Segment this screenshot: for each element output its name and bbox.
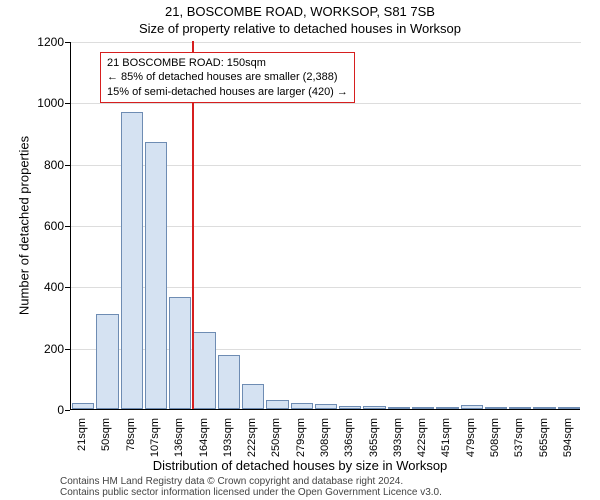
y-tick-label: 1000 <box>4 96 64 110</box>
histogram-bar <box>412 407 434 409</box>
gridline <box>71 42 581 43</box>
histogram-bar <box>291 403 313 409</box>
footer-line2: Contains public sector information licen… <box>60 487 442 498</box>
histogram-bar <box>533 407 555 409</box>
x-tick-label: 365sqm <box>368 418 380 478</box>
x-tick-label: 21sqm <box>76 418 88 478</box>
x-tick-label: 193sqm <box>222 418 234 478</box>
y-tick-mark <box>65 349 70 350</box>
y-tick-label: 1200 <box>4 35 64 49</box>
annotation-line: 21 BOSCOMBE ROAD: 150sqm <box>107 56 348 70</box>
y-tick-mark <box>65 42 70 43</box>
histogram-bar <box>436 407 458 409</box>
x-tick-label: 164sqm <box>198 418 210 478</box>
y-tick-label: 600 <box>4 219 64 233</box>
x-tick-label: 422sqm <box>416 418 428 478</box>
x-tick-label: 508sqm <box>489 418 501 478</box>
annotation-box: 21 BOSCOMBE ROAD: 150sqm← 85% of detache… <box>100 52 355 103</box>
x-tick-label: 336sqm <box>343 418 355 478</box>
histogram-bar <box>121 112 143 409</box>
y-tick-mark <box>65 226 70 227</box>
histogram-bar <box>266 400 288 409</box>
y-tick-mark <box>65 103 70 104</box>
x-tick-label: 50sqm <box>100 418 112 478</box>
page-title-address: 21, BOSCOMBE ROAD, WORKSOP, S81 7SB <box>0 4 600 19</box>
histogram-bar <box>218 355 240 409</box>
y-tick-mark <box>65 410 70 411</box>
histogram-bar <box>169 297 191 409</box>
gridline <box>71 103 581 104</box>
x-tick-label: 107sqm <box>149 418 161 478</box>
histogram-bar <box>242 384 264 409</box>
x-tick-label: 451sqm <box>440 418 452 478</box>
y-tick-label: 200 <box>4 342 64 356</box>
histogram-bar <box>96 314 118 409</box>
histogram-bar <box>145 142 167 409</box>
y-tick-mark <box>65 287 70 288</box>
histogram-bar <box>485 407 507 409</box>
y-tick-label: 400 <box>4 280 64 294</box>
y-tick-mark <box>65 165 70 166</box>
x-tick-label: 537sqm <box>513 418 525 478</box>
histogram-bar <box>509 407 531 409</box>
page-title-subject: Size of property relative to detached ho… <box>0 21 600 36</box>
x-tick-label: 594sqm <box>562 418 574 478</box>
histogram-bar <box>388 407 410 409</box>
histogram-bar <box>363 406 385 409</box>
annotation-line: 15% of semi-detached houses are larger (… <box>107 85 348 99</box>
x-tick-label: 136sqm <box>173 418 185 478</box>
histogram-bar <box>558 407 580 409</box>
x-tick-label: 479sqm <box>465 418 477 478</box>
footer-attribution: Contains HM Land Registry data © Crown c… <box>60 476 442 498</box>
y-tick-label: 800 <box>4 158 64 172</box>
histogram-bar <box>461 405 483 409</box>
annotation-line: ← 85% of detached houses are smaller (2,… <box>107 70 348 84</box>
x-tick-label: 308sqm <box>319 418 331 478</box>
y-tick-label: 0 <box>4 403 64 417</box>
histogram-bar <box>193 332 215 409</box>
x-tick-label: 222sqm <box>246 418 258 478</box>
x-tick-label: 78sqm <box>125 418 137 478</box>
histogram-bar <box>72 403 94 409</box>
x-tick-label: 393sqm <box>392 418 404 478</box>
x-tick-label: 565sqm <box>538 418 550 478</box>
x-tick-label: 279sqm <box>295 418 307 478</box>
x-tick-label: 250sqm <box>270 418 282 478</box>
histogram-bar <box>315 404 337 409</box>
histogram-bar <box>339 406 361 409</box>
